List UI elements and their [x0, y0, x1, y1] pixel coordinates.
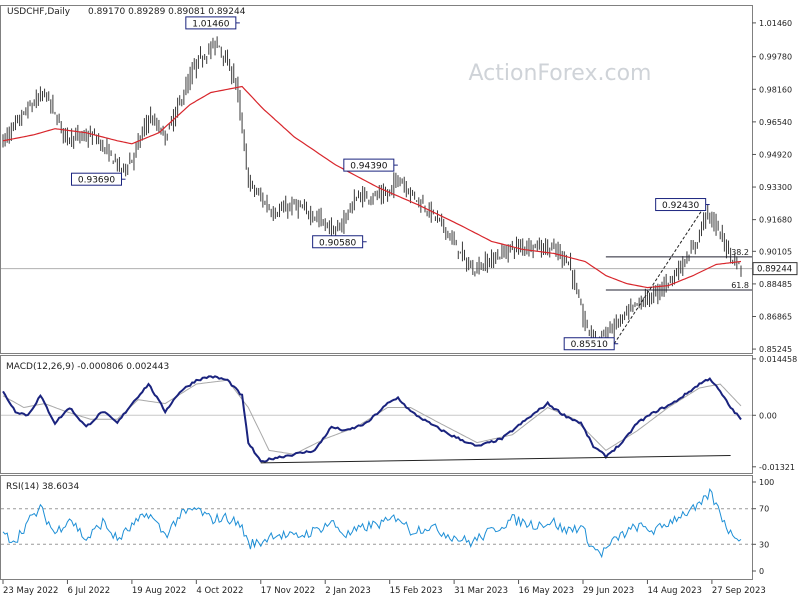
price-y-tick-label: 0.90105 [759, 247, 792, 256]
rsi-y-tick-label: 30 [759, 540, 769, 549]
rsi-line [2, 487, 742, 559]
price-label-text: 1.01460 [192, 19, 229, 29]
price-panel-frame [0, 5, 753, 354]
x-tick-label: 6 Jul 2022 [67, 586, 110, 596]
macd-line [2, 375, 742, 463]
current-price-label: 0.89244 [757, 265, 792, 275]
macd-divergence-line [260, 454, 731, 464]
watermark-text: ActionForex.com [469, 61, 652, 86]
price-label-text: 0.92430 [662, 201, 699, 211]
price-label-text: 0.94390 [350, 162, 387, 172]
macd-y-tick-label: 0.00 [759, 411, 777, 420]
price-y-tick-label: 0.85245 [759, 345, 792, 354]
x-tick-label: 23 May 2022 [3, 586, 58, 596]
macd-panel-frame [0, 355, 753, 474]
price-y-tick-label: 0.99780 [759, 53, 792, 62]
x-tick-label: 17 Nov 2022 [261, 586, 315, 596]
rsi-panel: RSI(14) 38.6034 100 70 30 0 [1, 478, 774, 576]
x-tick-label: 29 Jun 2023 [583, 586, 634, 596]
retracement-trendline [613, 204, 707, 345]
rsi-y-tick-label: 0 [759, 567, 764, 576]
macd-y-tick-label: -0.01321 [759, 463, 795, 472]
price-y-tick-label: 0.94920 [759, 150, 792, 159]
price-panel: 1.01460 0.99780 0.98160 0.96540 0.94920 0.933… [1, 16, 798, 354]
rsi-title: RSI(14) 38.6034 [6, 482, 79, 492]
x-tick-label: 14 Aug 2023 [647, 586, 701, 596]
macd-y-tick-label: 0.014458 [759, 355, 797, 364]
macd-panel: MACD(12,26,9) -0.000806 0.002443 0.01445… [1, 355, 797, 472]
price-y-tick-label: 0.88485 [759, 280, 792, 289]
moving-average-line [2, 85, 742, 289]
price-y-tick-label: 0.91680 [759, 216, 792, 225]
price-y-tick-label: 1.01460 [759, 19, 792, 28]
rsi-y-tick-label: 100 [759, 478, 774, 487]
price-y-tick-label: 0.86865 [759, 312, 792, 321]
price-label-text: 0.85510 [571, 340, 608, 350]
rsi-panel-frame [0, 475, 753, 580]
ohlc-readout: 0.89170 0.89289 0.89081 0.89244 [88, 7, 246, 17]
x-axis: 23 May 2022 6 Jul 2022 19 Aug 2022 4 Oct 20… [2, 580, 766, 596]
fib-level-label: 38.2 [731, 248, 749, 257]
x-tick-label: 15 Feb 2023 [390, 586, 443, 596]
x-tick-label: 31 Mar 2023 [454, 586, 508, 596]
price-y-tick-label: 0.96540 [759, 118, 792, 127]
x-tick-label: 27 Sep 2023 [712, 586, 766, 596]
x-tick-label: 4 Oct 2022 [196, 586, 243, 596]
macd-title: MACD(12,26,9) -0.000806 0.002443 [6, 362, 169, 372]
fib-level-label: 61.8 [731, 281, 749, 290]
price-y-tick-label: 0.98160 [759, 85, 792, 94]
symbol-label: USDCHF,Daily [7, 7, 71, 17]
price-y-tick-label: 0.93300 [759, 183, 792, 192]
price-label-text: 0.90580 [319, 238, 356, 248]
x-tick-label: 2 Jan 2023 [325, 586, 371, 596]
x-tick-label: 19 Aug 2022 [132, 586, 186, 596]
current-price-tag [752, 262, 798, 276]
rsi-y-tick-label: 70 [759, 505, 769, 514]
x-tick-label: 16 May 2023 [519, 586, 574, 596]
price-label-text: 0.93690 [78, 176, 115, 186]
